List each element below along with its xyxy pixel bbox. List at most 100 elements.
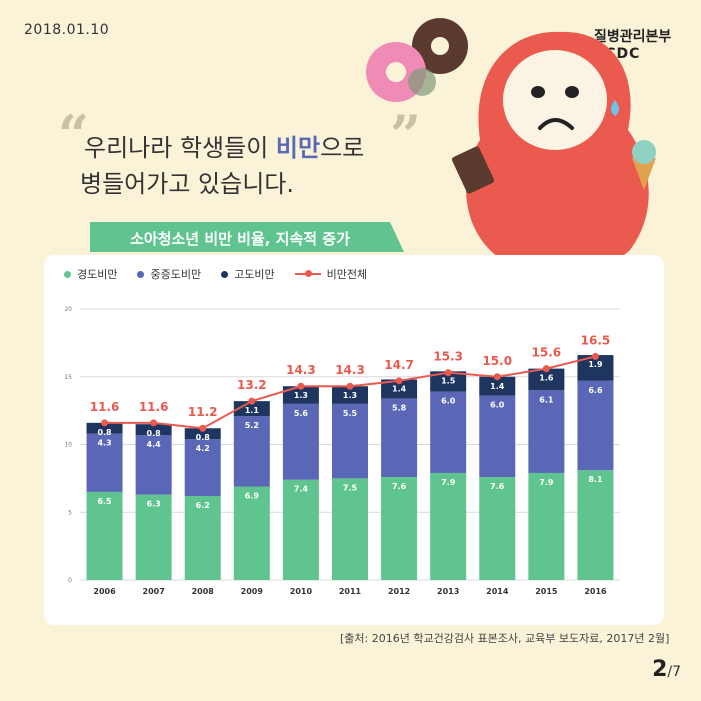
x-tick-label: 2008 <box>192 587 215 596</box>
total-value-label: 16.5 <box>581 333 611 347</box>
total-value-label: 15.6 <box>532 346 562 360</box>
bar-value-label: 6.5 <box>97 497 112 506</box>
bar-value-label: 6.2 <box>196 501 210 510</box>
x-tick-label: 2013 <box>437 587 459 596</box>
bar-moderate <box>233 416 270 487</box>
chocolate-bar-icon <box>451 146 495 194</box>
org-name: 질병관리본부 <box>594 29 672 45</box>
total-point <box>591 352 599 360</box>
x-tick-label: 2014 <box>486 587 509 596</box>
bar-value-label: 1.9 <box>588 360 603 369</box>
bar-value-label: 5.6 <box>294 409 309 418</box>
page-total: /7 <box>667 664 681 680</box>
x-tick-label: 2009 <box>241 587 264 596</box>
banner-ribbon-shape <box>90 222 404 252</box>
bar-mild <box>381 477 418 580</box>
bar-moderate <box>86 433 123 492</box>
source-note: [출처: 2016년 학교건강검사 표본조사, 교육부 보도자료, 2017년 … <box>340 632 670 645</box>
bar-severe <box>528 368 565 391</box>
total-value-label: 15.0 <box>482 354 512 368</box>
bar-severe <box>184 428 221 440</box>
bar-severe <box>86 422 123 434</box>
bar-value-label: 0.8 <box>196 433 211 442</box>
legend-label: 고도비만 <box>234 268 275 281</box>
bar-mild <box>430 472 467 580</box>
date-label: 2018.01.10 <box>24 22 110 38</box>
bar-mild <box>282 479 319 580</box>
total-value-label: 11.6 <box>139 400 169 414</box>
chart-title-banner: 소아청소년 비만 비율, 지속적 증가 <box>90 222 404 252</box>
y-tick-label: 0 <box>68 577 72 584</box>
bar-mild <box>184 495 221 580</box>
x-tick-label: 2011 <box>339 587 362 596</box>
bar-value-label: 7.5 <box>343 483 358 492</box>
close-quote-mark: ” <box>390 103 422 167</box>
page-indicator: 2/7 <box>652 657 681 682</box>
bar-value-label: 1.5 <box>441 376 456 385</box>
x-tick-label: 2007 <box>143 587 165 596</box>
total-value-label: 14.3 <box>286 363 316 377</box>
total-point <box>444 369 452 377</box>
headline-line-1: 우리나라 학생들이 비만으로 <box>84 128 364 163</box>
headline-line-1-end: 으로 <box>320 134 365 162</box>
total-value-label: 11.2 <box>188 405 218 419</box>
bar-value-label: 8.1 <box>588 475 603 484</box>
bar-mild <box>577 470 614 580</box>
y-tick-label: 5 <box>68 509 72 516</box>
bar-value-label: 1.4 <box>490 382 505 391</box>
legend-swatch <box>64 270 71 278</box>
x-tick-label: 2016 <box>584 587 607 596</box>
legend-item-mild: 경도비만 <box>64 266 117 282</box>
bar-moderate <box>332 403 368 479</box>
bar-value-label: 4.4 <box>147 440 162 449</box>
chart-legend: 경도비만 중증도비만 고도비만 비만전체 <box>64 265 387 283</box>
headline-line-2: 병들어가고 있습니다. <box>80 170 294 198</box>
total-point <box>346 382 354 390</box>
bar-value-label: 0.8 <box>147 429 162 438</box>
bar-moderate <box>479 395 516 478</box>
total-point <box>395 377 403 385</box>
bar-mild <box>479 477 516 580</box>
bar-moderate <box>135 435 172 495</box>
total-point <box>493 373 501 381</box>
x-tick-label: 2012 <box>388 587 410 596</box>
total-value-label: 14.3 <box>335 363 365 377</box>
total-value-label: 15.3 <box>433 350 463 364</box>
bar-mild <box>86 491 123 580</box>
obesity-rate-chart: 0 5 10 15 20 6.5 4.3 0.8 2006 6.3 4.4 0.8 2007 6.2 4.2… <box>64 306 620 596</box>
bar-severe <box>135 424 172 436</box>
bar-value-label: 5.8 <box>392 403 407 412</box>
bar-value-label: 1.3 <box>343 391 357 400</box>
bar-moderate <box>430 391 467 473</box>
bar-value-label: 1.6 <box>539 374 554 383</box>
open-quote-mark: “ <box>58 103 90 167</box>
bar-value-label: 6.3 <box>147 500 161 509</box>
bar-value-label: 1.3 <box>294 391 308 400</box>
y-tick-label: 15 <box>64 374 72 381</box>
bar-value-label: 6.0 <box>441 397 456 406</box>
total-value-label: 11.6 <box>90 400 120 414</box>
total-point <box>101 419 109 427</box>
bar-mild <box>233 486 270 580</box>
bar-value-label: 5.2 <box>245 421 259 430</box>
bar-value-label: 4.3 <box>97 439 111 448</box>
ice-cream-icon <box>632 140 656 190</box>
bar-mild <box>135 494 172 580</box>
total-point <box>150 419 158 427</box>
bar-value-label: 7.4 <box>294 485 309 494</box>
bar-mild <box>332 478 368 580</box>
legend-swatch <box>294 270 321 277</box>
bar-value-label: 6.9 <box>245 492 260 501</box>
legend-swatch <box>221 270 229 278</box>
page-current: 2 <box>652 657 668 682</box>
y-tick-label: 20 <box>64 306 72 313</box>
total-value-label: 13.2 <box>237 378 267 392</box>
bar-value-label: 4.2 <box>196 444 210 453</box>
total-point <box>297 382 305 390</box>
bar-value-label: 7.9 <box>441 478 456 487</box>
bar-severe <box>479 376 516 396</box>
bar-moderate <box>528 390 565 473</box>
legend-item-total: 비만전체 <box>294 266 367 282</box>
obese-character-illustration <box>366 18 656 290</box>
bar-severe <box>282 386 319 404</box>
